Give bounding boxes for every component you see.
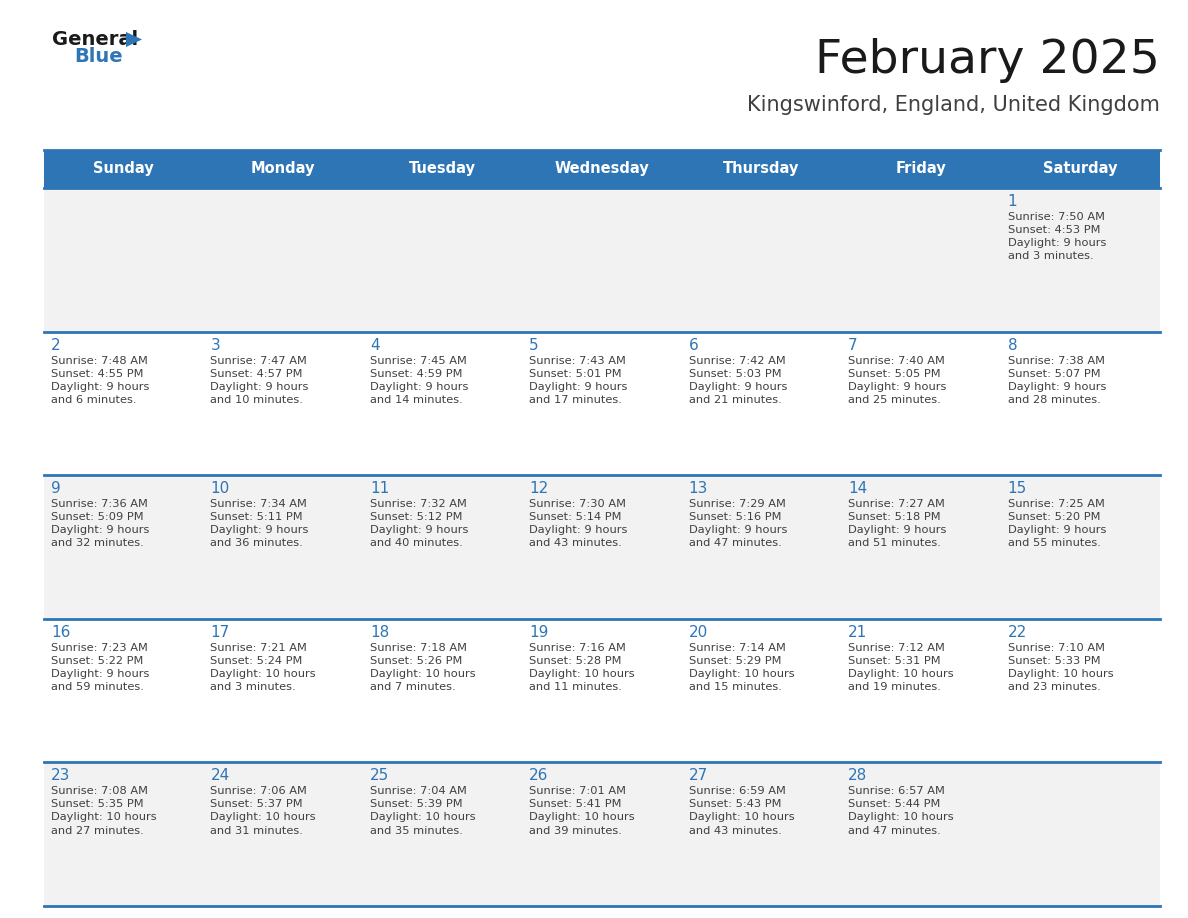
Text: Blue: Blue xyxy=(74,47,122,66)
Text: Sunrise: 7:08 AM
Sunset: 5:35 PM
Daylight: 10 hours
and 27 minutes.: Sunrise: 7:08 AM Sunset: 5:35 PM Dayligh… xyxy=(51,787,157,835)
Text: 23: 23 xyxy=(51,768,70,783)
Text: Sunrise: 7:01 AM
Sunset: 5:41 PM
Daylight: 10 hours
and 39 minutes.: Sunrise: 7:01 AM Sunset: 5:41 PM Dayligh… xyxy=(530,787,634,835)
Text: 15: 15 xyxy=(1007,481,1026,497)
Text: Sunrise: 7:27 AM
Sunset: 5:18 PM
Daylight: 9 hours
and 51 minutes.: Sunrise: 7:27 AM Sunset: 5:18 PM Dayligh… xyxy=(848,499,947,548)
Text: Friday: Friday xyxy=(896,162,946,176)
Text: Sunrise: 6:57 AM
Sunset: 5:44 PM
Daylight: 10 hours
and 47 minutes.: Sunrise: 6:57 AM Sunset: 5:44 PM Dayligh… xyxy=(848,787,954,835)
Text: Sunrise: 7:04 AM
Sunset: 5:39 PM
Daylight: 10 hours
and 35 minutes.: Sunrise: 7:04 AM Sunset: 5:39 PM Dayligh… xyxy=(369,787,475,835)
Text: Tuesday: Tuesday xyxy=(409,162,476,176)
Text: Sunrise: 7:43 AM
Sunset: 5:01 PM
Daylight: 9 hours
and 17 minutes.: Sunrise: 7:43 AM Sunset: 5:01 PM Dayligh… xyxy=(530,355,627,405)
Text: Sunrise: 7:45 AM
Sunset: 4:59 PM
Daylight: 9 hours
and 14 minutes.: Sunrise: 7:45 AM Sunset: 4:59 PM Dayligh… xyxy=(369,355,468,405)
Text: Sunrise: 7:10 AM
Sunset: 5:33 PM
Daylight: 10 hours
and 23 minutes.: Sunrise: 7:10 AM Sunset: 5:33 PM Dayligh… xyxy=(1007,643,1113,692)
Text: 26: 26 xyxy=(530,768,549,783)
Text: 22: 22 xyxy=(1007,625,1026,640)
Text: Sunrise: 7:30 AM
Sunset: 5:14 PM
Daylight: 9 hours
and 43 minutes.: Sunrise: 7:30 AM Sunset: 5:14 PM Dayligh… xyxy=(530,499,627,548)
Text: Sunrise: 7:42 AM
Sunset: 5:03 PM
Daylight: 9 hours
and 21 minutes.: Sunrise: 7:42 AM Sunset: 5:03 PM Dayligh… xyxy=(689,355,788,405)
Text: 8: 8 xyxy=(1007,338,1017,353)
Text: Sunrise: 7:36 AM
Sunset: 5:09 PM
Daylight: 9 hours
and 32 minutes.: Sunrise: 7:36 AM Sunset: 5:09 PM Dayligh… xyxy=(51,499,150,548)
Text: Sunrise: 7:23 AM
Sunset: 5:22 PM
Daylight: 9 hours
and 59 minutes.: Sunrise: 7:23 AM Sunset: 5:22 PM Dayligh… xyxy=(51,643,150,692)
Text: 4: 4 xyxy=(369,338,379,353)
Text: 7: 7 xyxy=(848,338,858,353)
Text: Sunrise: 7:47 AM
Sunset: 4:57 PM
Daylight: 9 hours
and 10 minutes.: Sunrise: 7:47 AM Sunset: 4:57 PM Dayligh… xyxy=(210,355,309,405)
Bar xyxy=(44,619,1159,763)
Text: General: General xyxy=(52,30,138,49)
Text: Sunrise: 7:29 AM
Sunset: 5:16 PM
Daylight: 9 hours
and 47 minutes.: Sunrise: 7:29 AM Sunset: 5:16 PM Dayligh… xyxy=(689,499,788,548)
Text: 12: 12 xyxy=(530,481,549,497)
Text: Sunrise: 7:12 AM
Sunset: 5:31 PM
Daylight: 10 hours
and 19 minutes.: Sunrise: 7:12 AM Sunset: 5:31 PM Dayligh… xyxy=(848,643,954,692)
Text: 19: 19 xyxy=(530,625,549,640)
Text: Thursday: Thursday xyxy=(723,162,800,176)
Text: 27: 27 xyxy=(689,768,708,783)
Text: 11: 11 xyxy=(369,481,390,497)
Text: Wednesday: Wednesday xyxy=(555,162,650,176)
Bar xyxy=(44,476,1159,619)
Bar xyxy=(44,331,1159,476)
Text: Sunrise: 7:25 AM
Sunset: 5:20 PM
Daylight: 9 hours
and 55 minutes.: Sunrise: 7:25 AM Sunset: 5:20 PM Dayligh… xyxy=(1007,499,1106,548)
Text: 20: 20 xyxy=(689,625,708,640)
Text: 2: 2 xyxy=(51,338,61,353)
Text: 14: 14 xyxy=(848,481,867,497)
Text: Sunrise: 7:18 AM
Sunset: 5:26 PM
Daylight: 10 hours
and 7 minutes.: Sunrise: 7:18 AM Sunset: 5:26 PM Dayligh… xyxy=(369,643,475,692)
Bar xyxy=(44,188,1159,331)
Text: Kingswinford, England, United Kingdom: Kingswinford, England, United Kingdom xyxy=(747,95,1159,115)
Bar xyxy=(44,763,1159,906)
Text: Sunrise: 7:21 AM
Sunset: 5:24 PM
Daylight: 10 hours
and 3 minutes.: Sunrise: 7:21 AM Sunset: 5:24 PM Dayligh… xyxy=(210,643,316,692)
Text: Sunrise: 7:32 AM
Sunset: 5:12 PM
Daylight: 9 hours
and 40 minutes.: Sunrise: 7:32 AM Sunset: 5:12 PM Dayligh… xyxy=(369,499,468,548)
Text: Sunrise: 7:38 AM
Sunset: 5:07 PM
Daylight: 9 hours
and 28 minutes.: Sunrise: 7:38 AM Sunset: 5:07 PM Dayligh… xyxy=(1007,355,1106,405)
Text: 13: 13 xyxy=(689,481,708,497)
Text: 28: 28 xyxy=(848,768,867,783)
Text: Sunrise: 7:48 AM
Sunset: 4:55 PM
Daylight: 9 hours
and 6 minutes.: Sunrise: 7:48 AM Sunset: 4:55 PM Dayligh… xyxy=(51,355,150,405)
Text: Sunrise: 7:34 AM
Sunset: 5:11 PM
Daylight: 9 hours
and 36 minutes.: Sunrise: 7:34 AM Sunset: 5:11 PM Dayligh… xyxy=(210,499,309,548)
Text: 17: 17 xyxy=(210,625,229,640)
Text: 1: 1 xyxy=(1007,194,1017,209)
Text: Sunrise: 6:59 AM
Sunset: 5:43 PM
Daylight: 10 hours
and 43 minutes.: Sunrise: 6:59 AM Sunset: 5:43 PM Dayligh… xyxy=(689,787,795,835)
Text: Sunrise: 7:50 AM
Sunset: 4:53 PM
Daylight: 9 hours
and 3 minutes.: Sunrise: 7:50 AM Sunset: 4:53 PM Dayligh… xyxy=(1007,212,1106,261)
Text: 25: 25 xyxy=(369,768,390,783)
Polygon shape xyxy=(126,32,143,47)
Text: 10: 10 xyxy=(210,481,229,497)
Text: 24: 24 xyxy=(210,768,229,783)
Text: 9: 9 xyxy=(51,481,61,497)
Text: 5: 5 xyxy=(530,338,539,353)
Text: 3: 3 xyxy=(210,338,220,353)
Text: Sunrise: 7:06 AM
Sunset: 5:37 PM
Daylight: 10 hours
and 31 minutes.: Sunrise: 7:06 AM Sunset: 5:37 PM Dayligh… xyxy=(210,787,316,835)
Text: 16: 16 xyxy=(51,625,70,640)
Text: Sunrise: 7:14 AM
Sunset: 5:29 PM
Daylight: 10 hours
and 15 minutes.: Sunrise: 7:14 AM Sunset: 5:29 PM Dayligh… xyxy=(689,643,795,692)
Text: 21: 21 xyxy=(848,625,867,640)
Text: Monday: Monday xyxy=(251,162,315,176)
Text: Sunrise: 7:16 AM
Sunset: 5:28 PM
Daylight: 10 hours
and 11 minutes.: Sunrise: 7:16 AM Sunset: 5:28 PM Dayligh… xyxy=(530,643,634,692)
Text: 6: 6 xyxy=(689,338,699,353)
Text: Sunrise: 7:40 AM
Sunset: 5:05 PM
Daylight: 9 hours
and 25 minutes.: Sunrise: 7:40 AM Sunset: 5:05 PM Dayligh… xyxy=(848,355,947,405)
Text: Saturday: Saturday xyxy=(1043,162,1118,176)
Text: February 2025: February 2025 xyxy=(815,38,1159,83)
Bar xyxy=(44,150,1159,188)
Text: 18: 18 xyxy=(369,625,390,640)
Text: Sunday: Sunday xyxy=(94,162,154,176)
